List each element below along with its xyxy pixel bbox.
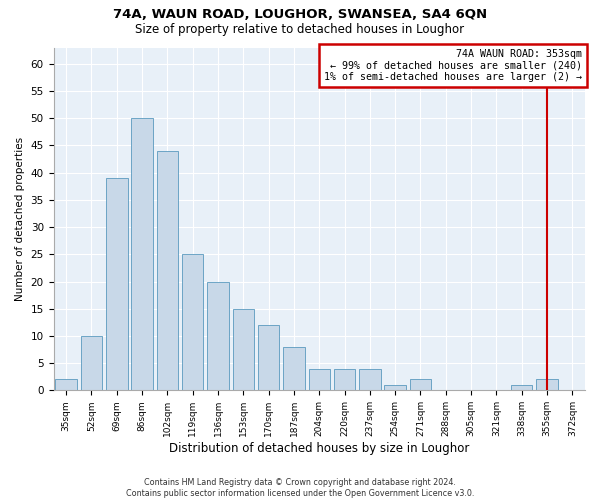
Bar [233,308,254,390]
Bar [359,368,380,390]
Bar [207,282,229,391]
Bar [308,368,330,390]
Bar [131,118,153,390]
Bar [157,151,178,390]
Text: 74A, WAUN ROAD, LOUGHOR, SWANSEA, SA4 6QN: 74A, WAUN ROAD, LOUGHOR, SWANSEA, SA4 6Q… [113,8,487,20]
Text: 74A WAUN ROAD: 353sqm
← 99% of detached houses are smaller (240)
1% of semi-deta: 74A WAUN ROAD: 353sqm ← 99% of detached … [325,49,583,82]
Bar [410,380,431,390]
Text: Contains HM Land Registry data © Crown copyright and database right 2024.
Contai: Contains HM Land Registry data © Crown c… [126,478,474,498]
Bar [385,385,406,390]
Bar [536,380,558,390]
Bar [106,178,128,390]
Bar [55,380,77,390]
Text: Size of property relative to detached houses in Loughor: Size of property relative to detached ho… [136,22,464,36]
X-axis label: Distribution of detached houses by size in Loughor: Distribution of detached houses by size … [169,442,469,455]
Bar [283,347,305,391]
Y-axis label: Number of detached properties: Number of detached properties [15,137,25,301]
Bar [81,336,102,390]
Bar [182,254,203,390]
Bar [334,368,355,390]
Bar [511,385,532,390]
Bar [258,325,280,390]
